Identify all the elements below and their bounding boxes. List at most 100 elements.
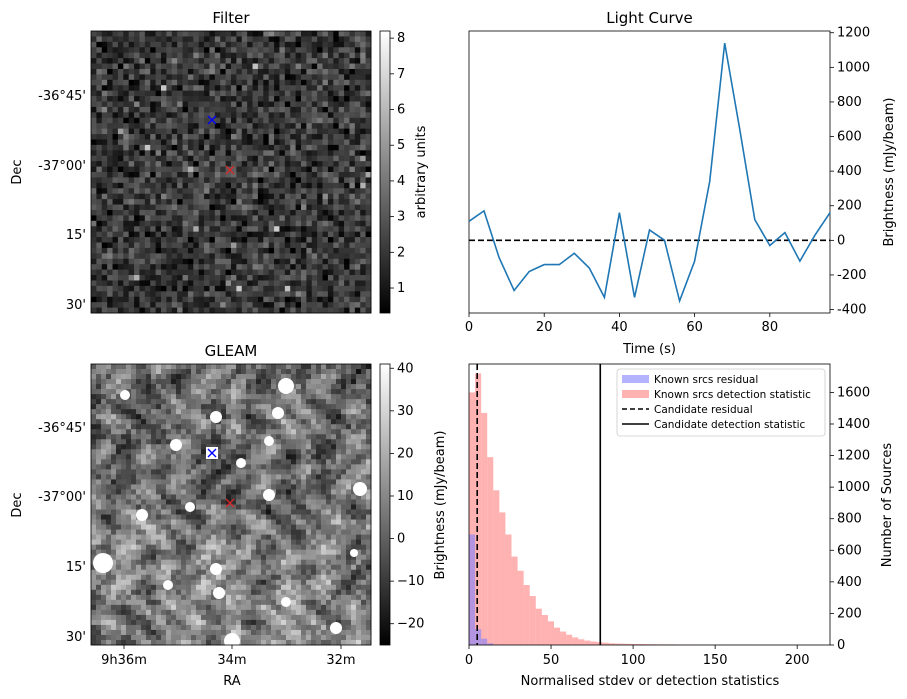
gleam-pixel [151, 604, 157, 611]
filter-pixel [187, 285, 194, 292]
filter-pixel [187, 269, 194, 276]
filter-pixel [161, 68, 167, 75]
gleam-pixel [161, 444, 167, 450]
filter-pixel [107, 117, 113, 124]
gleam-pixel [141, 504, 147, 510]
gleam-pixel [236, 554, 242, 561]
gleam-pixel [156, 484, 162, 490]
filter-pixel [349, 36, 356, 43]
filter-pixel [268, 237, 275, 243]
gleam-pixel [161, 549, 167, 556]
filter-pixel [279, 242, 286, 249]
gleam-pixel [181, 504, 187, 510]
gleam-pixel [211, 534, 217, 541]
filter-pixel [193, 302, 200, 308]
gleam-pixel [116, 574, 122, 581]
filter-pixel [322, 47, 329, 54]
gleam-pixel [186, 534, 192, 541]
gleam-pixel [286, 424, 292, 430]
filter-pixel [252, 106, 259, 113]
gleam-pixel [131, 639, 137, 646]
filter-pixel [117, 85, 124, 92]
filter-pixel [182, 101, 189, 108]
filter-pixel [344, 275, 350, 281]
gleam-pixel [216, 479, 222, 485]
filter-pixel [128, 47, 135, 54]
filter-pixel [117, 253, 124, 260]
gleam-pixel [141, 499, 147, 505]
filter-pixel [344, 96, 350, 102]
filter-pixel [101, 199, 108, 205]
filter-pixel [301, 74, 307, 81]
gleam-pixel [141, 479, 147, 485]
gleam-pixel [131, 424, 137, 430]
filter-pixel [128, 199, 135, 205]
filter-pixel [263, 237, 270, 243]
gleam-pixel [181, 454, 187, 460]
gleam-pixel [226, 584, 232, 591]
gleam-pixel [191, 409, 197, 415]
filter-pixel [247, 117, 253, 124]
filter-pixel [284, 258, 291, 265]
filter-pixel [241, 204, 248, 211]
filter-pixel [241, 291, 248, 298]
filter-pixel [225, 41, 232, 48]
gleam-pixel [101, 549, 107, 556]
gleam-pixel [256, 504, 262, 510]
gleam-pixel [191, 369, 197, 375]
filter-pixel [306, 275, 313, 281]
gleam-pixel [221, 389, 227, 395]
gleam-pixel [221, 479, 227, 485]
gleam-pixel [116, 529, 122, 536]
filter-pixel [365, 155, 372, 162]
gleam-pixel [151, 379, 157, 385]
filter-pixel [284, 58, 291, 64]
gleam-pixel [186, 514, 192, 520]
gleam-pixel [266, 589, 272, 596]
gleam-pixel [186, 389, 192, 395]
filter-pixel [263, 36, 270, 43]
gleam-pixel [121, 539, 127, 546]
gleam-pixel [256, 404, 262, 410]
filter-pixel [182, 161, 189, 167]
filter-pixel [247, 90, 253, 97]
filter-pixel [247, 264, 253, 271]
filter-pixel [117, 150, 124, 157]
filter-pixel [166, 112, 173, 119]
filter-pixel [187, 253, 194, 260]
filter-pixel [231, 150, 237, 157]
filter-pixel [150, 291, 157, 298]
gleam-pixel [181, 514, 187, 520]
filter-pixel [161, 237, 167, 243]
filter-pixel [311, 31, 318, 37]
gleam-pixel [246, 504, 252, 510]
filter-pixel [144, 264, 151, 271]
filter-pixel [225, 106, 232, 113]
filter-pixel [214, 155, 221, 162]
filter-pixel [209, 172, 216, 178]
filter-pixel [204, 90, 210, 97]
filter-pixel [301, 237, 307, 243]
filter-pixel [252, 134, 259, 140]
gleam-pixel [116, 564, 122, 571]
gleam-pixel [266, 514, 272, 520]
filter-pixel [301, 123, 307, 130]
filter-pixel [182, 215, 189, 222]
filter-pixel [171, 199, 178, 205]
filter-pixel [274, 166, 280, 173]
gleam-pixel [106, 379, 112, 385]
filter-pixel [333, 79, 340, 86]
gleam-pixel [256, 384, 262, 390]
filter-pixel [91, 96, 97, 102]
gleam-pixel [191, 579, 197, 586]
filter-pixel [247, 96, 253, 102]
filter-pixel [96, 68, 103, 75]
filter-pixel [155, 242, 162, 249]
filter-pixel [279, 96, 286, 102]
gleam-pixel [286, 514, 292, 520]
gleam-pixel [131, 594, 137, 601]
gleam-pixel [206, 409, 212, 415]
gleam-pixel [236, 364, 242, 370]
filter-pixel [139, 231, 146, 238]
filter-pixel [204, 220, 210, 227]
